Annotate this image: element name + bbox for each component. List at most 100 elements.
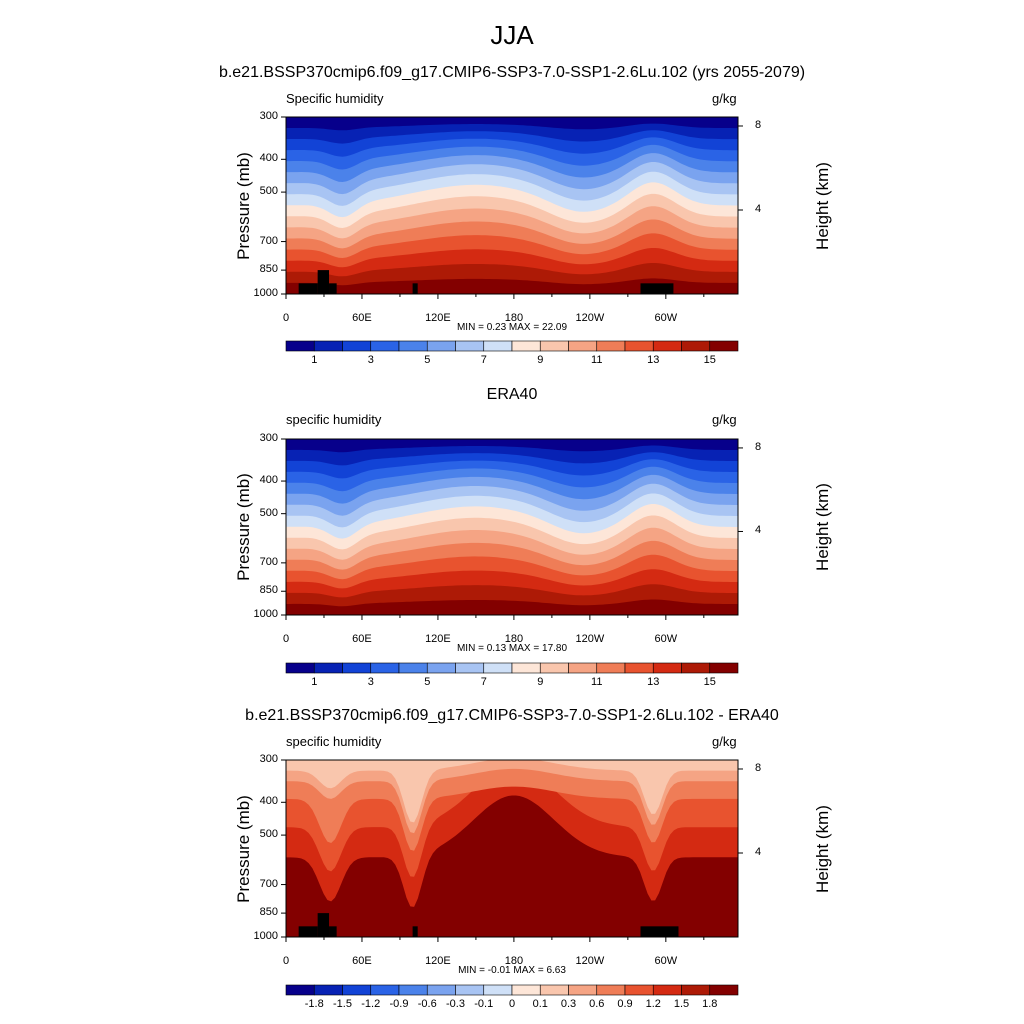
xtick-label-3: 180 [504,312,524,324]
colorbar-label-2: 5 [424,354,431,366]
colorbar-swatch-14 [681,984,711,996]
colorbar-label-3: -0.9 [389,998,409,1010]
colorbar-label-2: -1.2 [361,998,381,1010]
colorbar-label-7: 0 [508,998,516,1010]
minmax-diff: MIN = -0.01 MAX = 6.63 [458,965,566,976]
colorbar-swatch-6 [455,984,485,996]
xtick-label-1: 60E [352,633,372,645]
xtick-label-5: 60W [654,312,678,324]
ytick-label-300: 300 [259,110,278,122]
height-tick-label-8: 8 [755,761,762,774]
colorbar-label-12: 1.2 [645,998,661,1010]
height-tick-label-8: 8 [755,440,762,453]
land-block-1 [317,270,330,294]
land-block-2 [329,283,337,294]
xtick-label-2: 120E [425,633,451,645]
colorbar-label-3: 7 [480,676,487,688]
panel-units-model: g/kg [712,91,737,106]
colorbar-label-0: 1 [311,676,318,688]
colorbar-swatch-13 [652,984,682,996]
colorbar-swatch-5 [426,984,456,996]
xtick-label-2: 120E [425,955,451,967]
xtick-label-1: 60E [352,312,372,324]
ytick-label-400: 400 [259,152,278,165]
land-block-0 [298,926,318,937]
xtick-label-0: 0 [282,955,290,967]
height-tick-label-4: 4 [755,202,762,215]
ytick-label-500: 500 [259,185,278,198]
ytick-label-1000: 1000 [253,930,278,942]
land-block-3 [412,283,418,294]
colorbar-label-6: 13 [647,354,660,366]
height-tick-label-8: 8 [755,118,762,131]
colorbar-label-4: -0.6 [417,998,437,1010]
colorbar-label-5: -0.3 [446,998,465,1010]
land-block-1 [317,913,330,937]
colorbar-swatch-15 [709,984,739,996]
colorbar-label-9: 0.3 [560,998,577,1010]
colorbar-label-0: 1 [311,354,318,366]
colorbar-label-5: 11 [591,676,603,688]
colorbar-swatch-2 [342,984,372,996]
colorbar-label-8: 0.1 [532,998,548,1010]
height-tick-label-4: 4 [755,524,762,537]
colorbar-swatch-7 [483,984,513,996]
panel-title-diff: b.e21.BSSP370cmip6.f09_g17.CMIP6-SSP3-7.… [245,707,779,724]
land-block-4 [640,283,674,294]
colorbar-label-5: 11 [591,354,603,366]
colorbar-label-11: 0.9 [617,998,633,1010]
colorbar-swatch-9 [539,984,569,996]
colorbar-swatch-12 [624,984,654,996]
colorbar-label-4: 9 [537,676,544,688]
colorbar-label-2: 5 [424,676,431,688]
colorbar-label-10: 0.6 [589,998,605,1010]
colorbar-label-4: 9 [537,354,544,366]
diff-band-4 [286,760,738,823]
xtick-label-4: 120W [575,633,605,645]
colorbar-label-6: -0.1 [474,998,494,1010]
colorbar-label-6: 13 [647,676,660,688]
colorbar-label-3: 7 [480,354,487,366]
panel-title-model: b.e21.BSSP370cmip6.f09_g17.CMIP6-SSP3-7.… [218,64,806,81]
ytick-label-850: 850 [259,584,278,597]
xtick-label-4: 120W [575,955,605,967]
colorbar-swatch-3 [370,984,400,996]
ytick-label-1000: 1000 [253,287,278,299]
contour-band-15 [286,599,738,615]
land-block-4 [640,926,679,937]
panel-title-obs: ERA40 [486,386,538,403]
xtick-label-4: 120W [575,312,605,324]
height-tick-label-4: 4 [755,845,762,858]
panel-units-diff: g/kg [712,734,737,749]
colorbar-label-14: 1.8 [702,998,718,1010]
colorbar-label-7: 15 [703,354,716,366]
colorbar-swatch-11 [596,984,626,996]
xtick-label-0: 0 [282,312,290,324]
ytick-label-300: 300 [259,432,278,444]
ytick-label-1000: 1000 [253,608,278,620]
colorbar-swatch-4 [398,984,428,996]
ytick-label-700: 700 [259,234,278,247]
colorbar-label-1: 3 [367,676,374,688]
colorbar-swatch-15 [709,662,739,674]
minmax-obs: MIN = 0.13 MAX = 17.80 [456,643,568,654]
land-block-0 [298,283,318,294]
ytick-label-400: 400 [259,474,278,487]
ytick-label-500: 500 [259,828,278,841]
panel-units-obs: g/kg [712,412,737,427]
panel-left-label-model: Specific humidity [286,91,384,106]
colorbar-swatch-1 [313,984,343,996]
colorbar-label-1: -1.5 [333,998,352,1010]
colorbar-swatch-0 [285,984,315,996]
panel-left-label-diff: specific humidity [286,734,382,749]
colorbar-label-13: 1.5 [673,998,690,1010]
page-title: JJA [490,20,534,50]
xtick-label-1: 60E [352,955,372,967]
colorbar-label-1: 3 [367,354,374,366]
colorbar-swatch-10 [568,984,598,996]
ytick-label-500: 500 [259,506,278,519]
